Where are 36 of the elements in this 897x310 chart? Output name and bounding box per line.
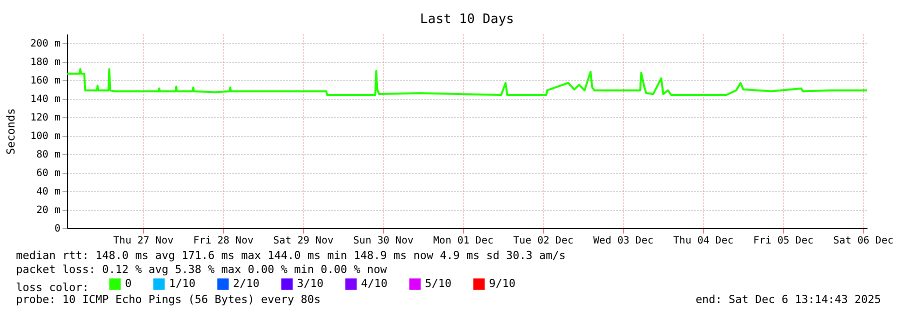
y-axis-title: Seconds	[4, 108, 18, 155]
text: end: Sat Dec 6 13:14:43 2025	[696, 293, 881, 306]
legend-label: 2/10	[233, 277, 260, 290]
y-tick-label: 80 m	[36, 150, 60, 161]
x-tick-label: Tue 02 Dec	[513, 236, 574, 246]
y-tick-label: 160 m	[30, 76, 60, 87]
y-tick-label: 40 m	[36, 186, 60, 198]
x-tick-label: Sat 29 Nov	[273, 236, 334, 246]
legend-label: 0	[125, 277, 132, 290]
y-tick-label: 180 m	[30, 57, 60, 68]
y-tick-label: 0	[54, 224, 60, 234]
y-tick-label: 120 m	[30, 112, 60, 124]
x-tick-label: Fri 28 Nov	[193, 236, 254, 246]
legend-label: 9/10	[489, 277, 516, 290]
legend-title: loss color:	[16, 281, 89, 294]
legend-label: 5/10	[425, 277, 452, 290]
y-tick-label: 200 m	[30, 38, 60, 50]
text: packet loss: 0.12 % avg 5.38 % max 0.00 % min 0.00 % now	[16, 263, 388, 276]
y-tick-label: 140 m	[30, 94, 60, 106]
x-tick-label: Thu 27 Nov	[113, 236, 174, 246]
chart-title: Last 10 Days	[420, 12, 514, 27]
line-series	[67, 68, 867, 96]
text: median rtt: 148.0 ms avg 171.6 ms max 144.0 ms min 148.9 ms now 4.9 ms sd 30.3 am/s	[16, 249, 566, 262]
y-tick-label: 60 m	[36, 168, 60, 180]
x-tick-label: Fri 05 Dec	[753, 236, 814, 246]
x-tick-label: Sat 06 Dec	[833, 236, 894, 246]
y-tick-label: 20 m	[36, 205, 60, 216]
y-tick-label: 100 m	[30, 131, 60, 142]
legend-label: 4/10	[361, 277, 388, 290]
legend-label: 1/10	[169, 277, 196, 290]
legend-label: 3/10	[297, 277, 324, 290]
x-tick-label: Thu 04 Dec	[673, 236, 734, 246]
x-tick-label: Wed 03 Dec	[593, 236, 654, 246]
text: probe: 10 ICMP Echo Pings (56 Bytes) every 80s	[16, 293, 321, 306]
x-tick-label: Mon 01 Dec	[433, 236, 494, 246]
x-tick-label: Sun 30 Nov	[353, 236, 414, 246]
